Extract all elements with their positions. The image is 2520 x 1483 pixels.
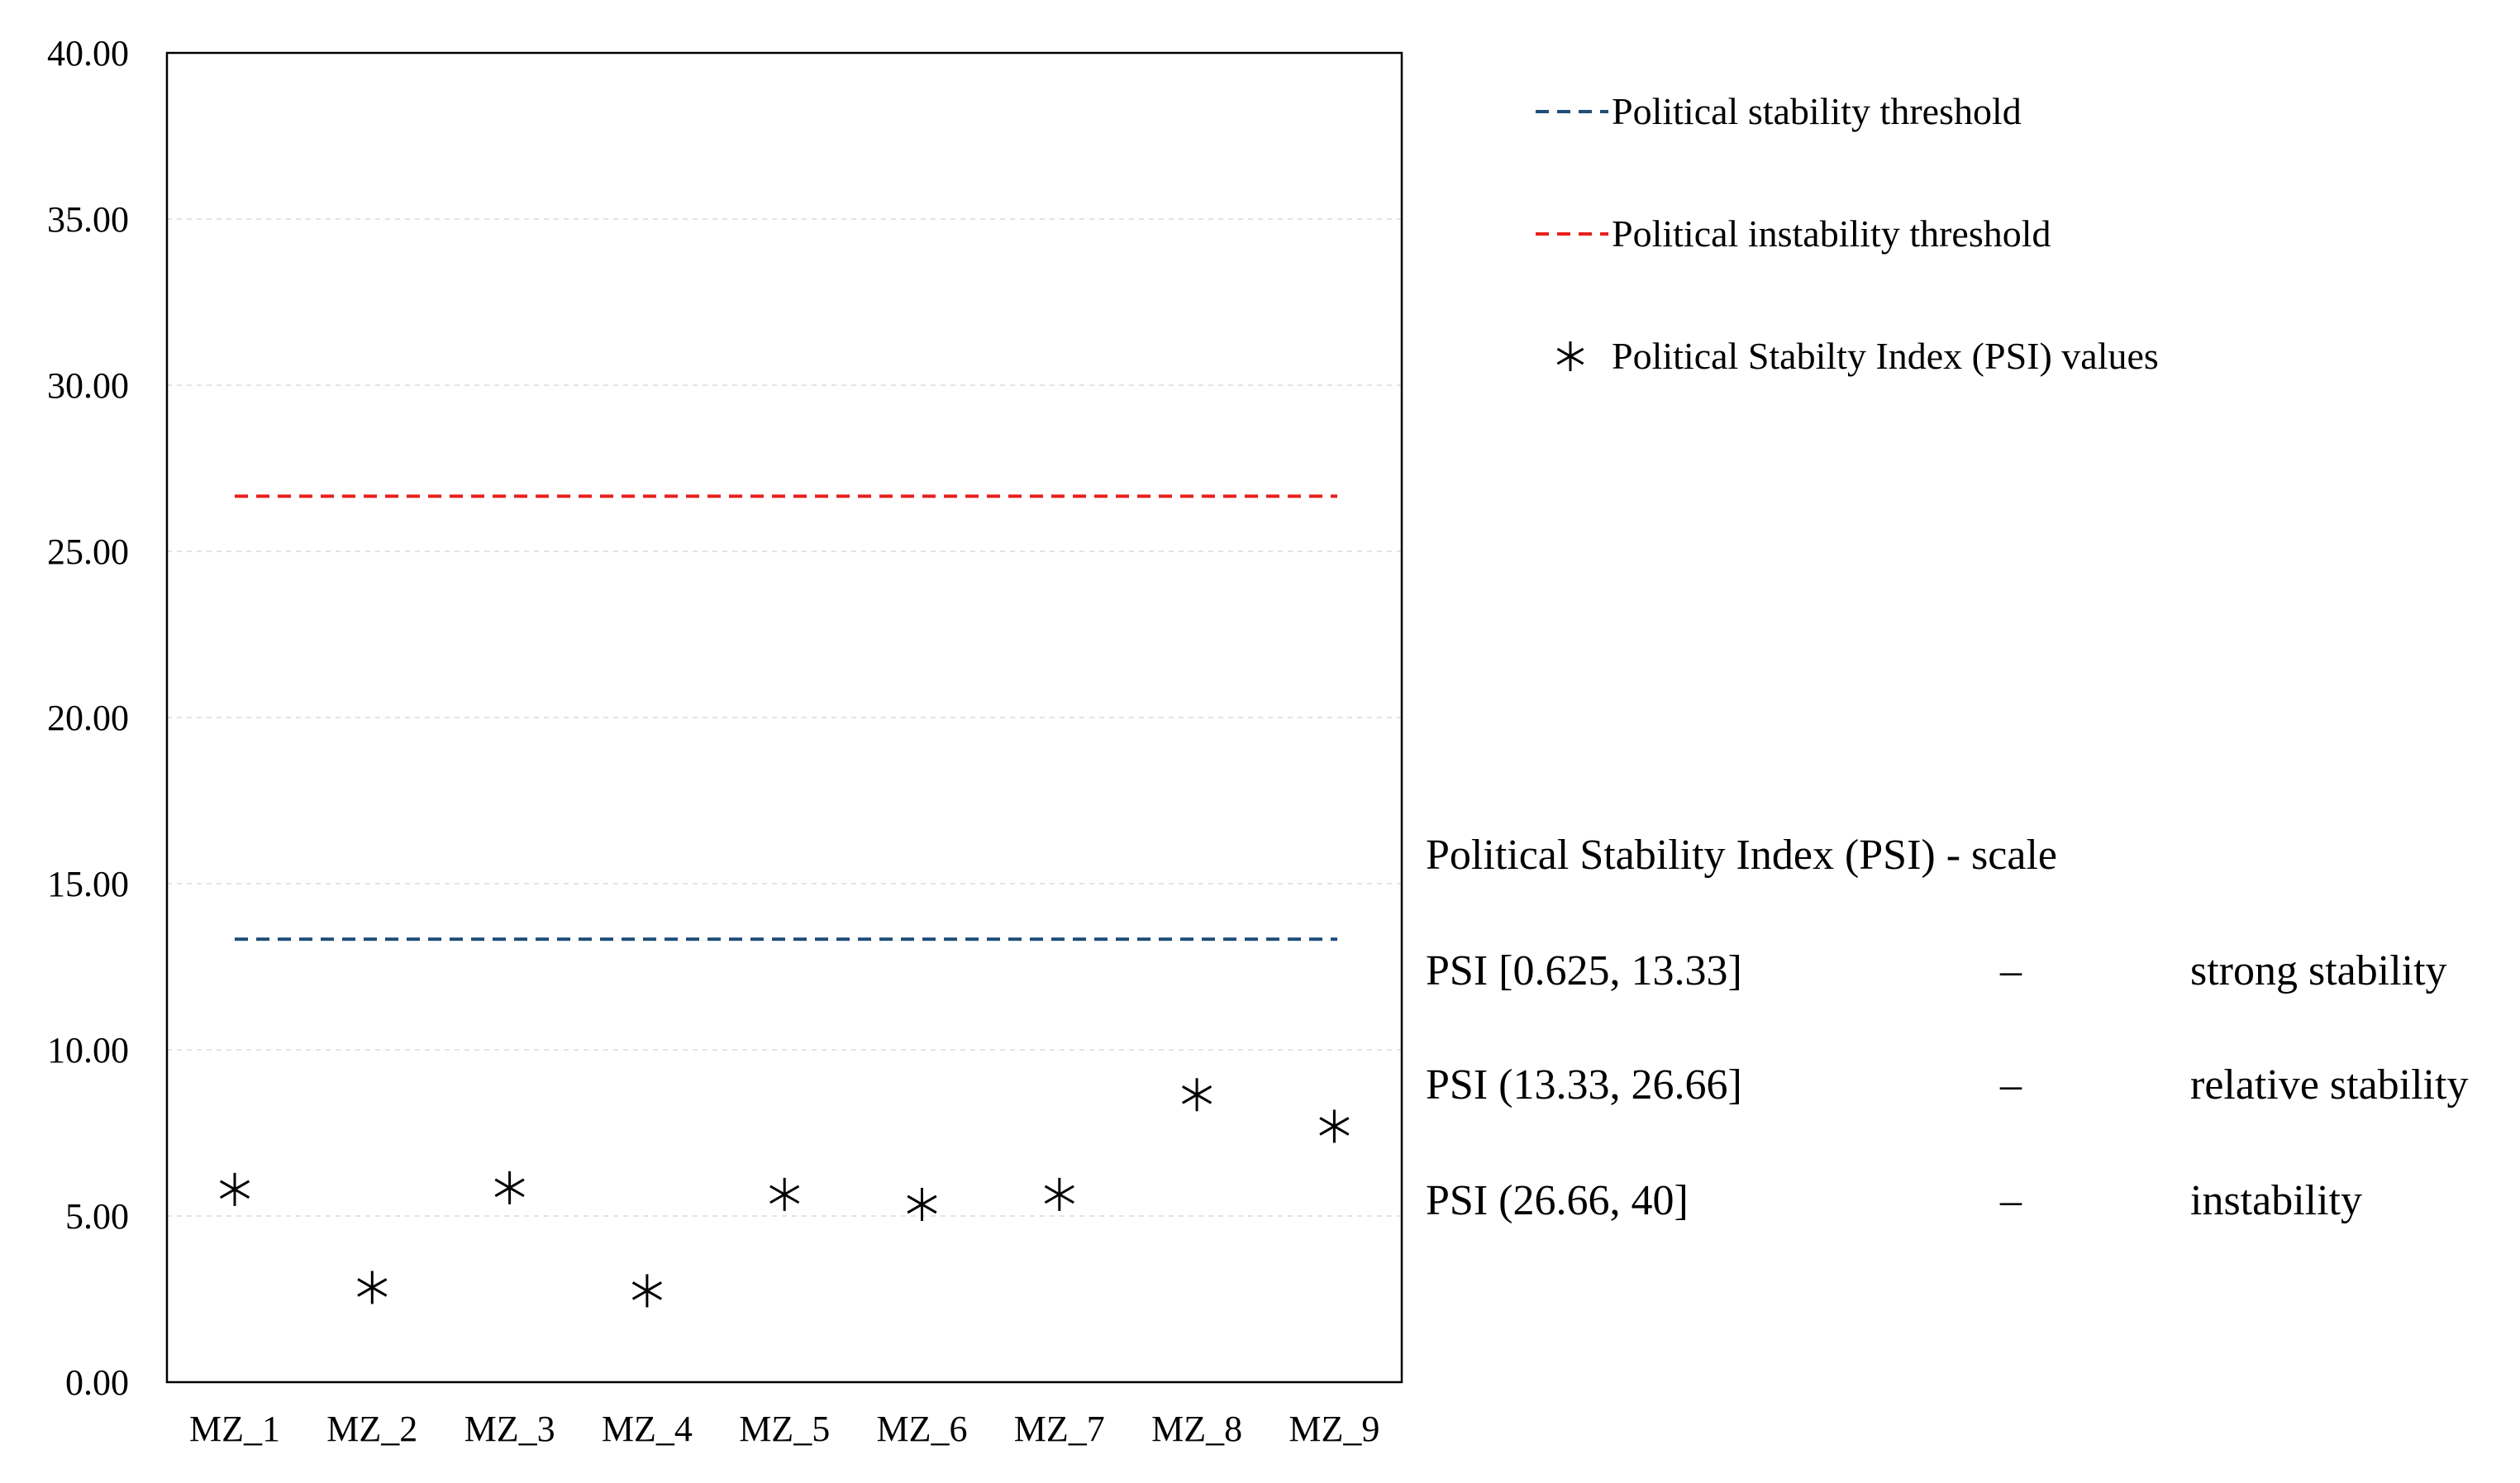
psi-data-points <box>219 1078 1350 1308</box>
psi-scale-dash: – <box>1999 1061 2022 1109</box>
legend: Political stability threshold Political … <box>1536 90 2159 377</box>
x-tick-label: MZ_1 <box>189 1409 280 1449</box>
x-tick-label: MZ_5 <box>739 1409 830 1449</box>
plot-area-frame <box>165 51 1403 1384</box>
psi-scale-label: strong stability <box>2190 947 2447 994</box>
y-tick-label: 40.00 <box>47 33 129 74</box>
data-point <box>357 1271 388 1304</box>
y-tick-label: 10.00 <box>47 1030 129 1071</box>
y-tick-label: 20.00 <box>47 698 129 738</box>
psi-scale-dash: – <box>1999 947 2022 994</box>
x-tick-label: MZ_2 <box>326 1409 417 1449</box>
psi-scale-row-relative: PSI (13.33, 26.66] – relative stability <box>1426 1061 2468 1109</box>
y-tick-label: 0.00 <box>65 1362 129 1403</box>
data-point <box>631 1274 662 1308</box>
gridlines <box>167 218 1402 1217</box>
legend-label-psi-values: Political Stabilty Index (PSI) values <box>1612 335 2159 377</box>
y-tick-label: 5.00 <box>65 1196 129 1237</box>
psi-scale-title: Political Stability Index (PSI) - scale <box>1426 832 2057 879</box>
data-point <box>219 1172 250 1206</box>
data-point <box>907 1187 937 1221</box>
psi-scale-range: PSI [0.625, 13.33] <box>1426 947 1742 994</box>
data-point <box>1044 1177 1074 1211</box>
threshold-lines <box>235 494 1337 942</box>
legend-label-stability-threshold: Political stability threshold <box>1612 90 2022 132</box>
x-tick-label: MZ_3 <box>464 1409 555 1449</box>
y-axis-tick-labels: 0.00 5.00 10.00 15.00 20.00 25.00 30.00 35.00 40… <box>47 33 129 1403</box>
x-tick-label: MZ_8 <box>1151 1409 1242 1449</box>
legend-item-stability-threshold: Political stability threshold <box>1536 90 2022 132</box>
psi-scale-label: relative stability <box>2190 1061 2468 1109</box>
x-axis-tick-labels: MZ_1 MZ_2 MZ_3 MZ_4 MZ_5 MZ_6 MZ_7 MZ_8 MZ_9 <box>189 1409 1379 1449</box>
psi-scale-dash: – <box>1999 1177 2022 1224</box>
y-tick-label: 35.00 <box>47 199 129 240</box>
data-point <box>1319 1109 1350 1143</box>
legend-item-psi-values: Political Stabilty Index (PSI) values <box>1556 335 2159 377</box>
y-tick-label: 30.00 <box>47 365 129 406</box>
y-tick-label: 25.00 <box>47 532 129 572</box>
x-tick-label: MZ_9 <box>1289 1409 1379 1449</box>
legend-item-instability-threshold: Political instability threshold <box>1536 212 2051 255</box>
psi-scale-row-instability: PSI (26.66, 40] – instability <box>1426 1177 2362 1224</box>
legend-marker-asterisk-icon <box>1556 341 1584 371</box>
x-tick-label: MZ_7 <box>1014 1409 1105 1449</box>
psi-scale-row-strong: PSI [0.625, 13.33] – strong stability <box>1426 947 2447 994</box>
data-point <box>494 1171 525 1204</box>
psi-scale-range: PSI (26.66, 40] <box>1426 1177 1689 1224</box>
x-tick-label: MZ_4 <box>602 1409 693 1449</box>
psi-scale-table: Political Stability Index (PSI) - scale … <box>1426 832 2468 1224</box>
x-tick-label: MZ_6 <box>877 1409 968 1449</box>
psi-scale-range: PSI (13.33, 26.66] <box>1426 1061 1742 1109</box>
asterisk-icon <box>1556 341 1584 371</box>
psi-scale-label: instability <box>2190 1177 2362 1224</box>
data-point <box>769 1177 800 1211</box>
legend-label-instability-threshold: Political instability threshold <box>1612 212 2051 255</box>
y-tick-label: 15.00 <box>47 864 129 904</box>
data-point <box>1182 1078 1212 1112</box>
